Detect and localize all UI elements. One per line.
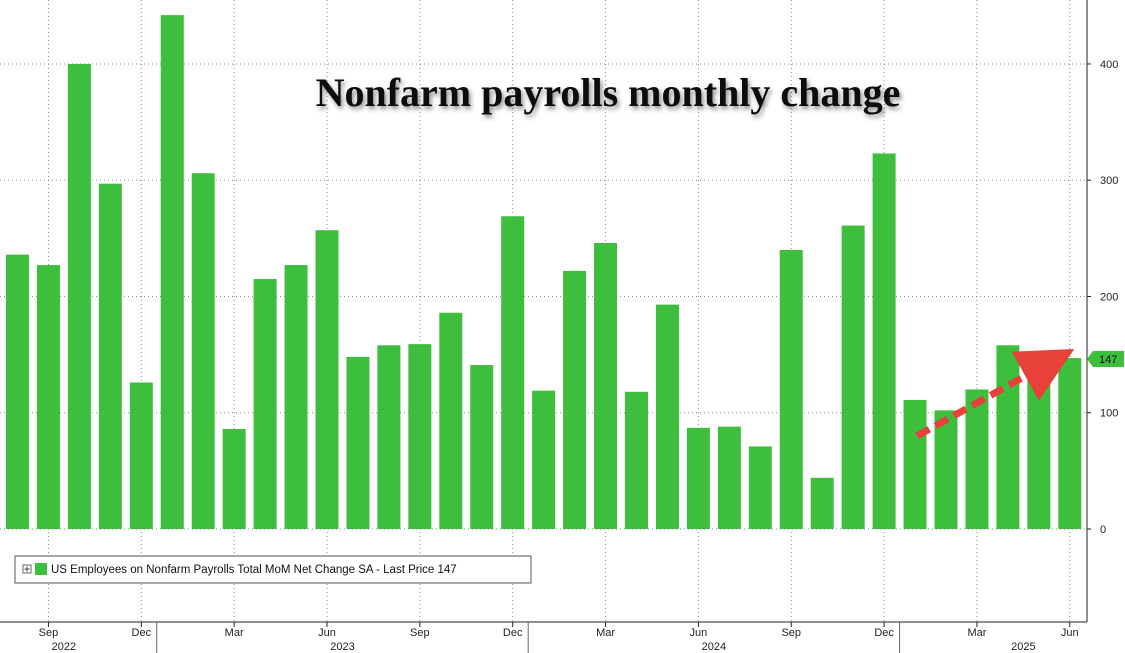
x-tick-label: Dec [874,627,894,639]
bar-2022-09 [36,265,60,529]
x-tick-label: Jun [318,627,336,639]
bar-2022-08 [6,254,29,529]
bar-2022-10 [67,63,91,529]
bar-2024-08 [748,446,772,529]
last-value-badge-shape [1087,351,1124,367]
bar-2023-08 [377,345,401,529]
last-value-label: 147 [1099,354,1117,366]
bar-2024-07 [717,426,741,529]
bar-2024-03 [594,242,618,529]
legend: US Employees on Nonfarm Payrolls Total M… [14,555,532,584]
bars [6,15,1082,529]
x-axis-ticks: Sep Dec Mar Jun Sep Dec Mar Jun Sep Dec Mar Jun 2022… [39,622,1079,653]
x-tick-label: Mar [596,627,615,639]
bar-2023-03 [222,429,246,529]
x-tick-label: Dec [503,627,523,639]
bar-2024-09 [779,249,803,529]
year-label: 2023 [330,641,354,653]
x-tick-label: Dec [132,627,152,639]
bar-2024-05 [655,304,679,529]
y-axis-ticks: 0 100 200 300 400 [1087,59,1118,536]
bar-2025-01 [903,399,927,529]
year-label: 2025 [1011,641,1035,653]
legend-label: US Employees on Nonfarm Payrolls Total M… [51,564,457,576]
bar-2023-07 [346,356,370,529]
x-tick-label: Jun [690,627,708,639]
x-tick-label: Mar [225,627,244,639]
x-tick-label: Mar [967,627,986,639]
bar-2023-05 [284,265,308,529]
bar-2023-01 [160,15,184,529]
x-tick-label: Sep [410,627,430,639]
bar-2023-10 [439,312,463,529]
bar-2025-06 [1058,358,1082,529]
year-label: 2022 [52,641,76,653]
y-tick-label: 0 [1100,524,1106,536]
bar-2023-11 [470,365,494,529]
bar-2025-05 [1027,361,1051,529]
bar-2024-01 [532,390,556,529]
bar-2023-06 [315,230,339,529]
bar-2022-11 [98,183,122,529]
bar-2024-11 [841,225,865,529]
bar-2024-06 [686,427,710,529]
x-tick-label: Sep [781,627,801,639]
bar-2024-10 [810,477,834,529]
bar-2024-02 [563,270,587,529]
year-label: 2024 [702,641,726,653]
legend-swatch [35,563,47,575]
y-tick-label: 300 [1100,175,1118,187]
bar-2023-04 [253,279,277,529]
bar-2023-09 [408,344,432,529]
chart-title: Nonfarm payrolls monthly change [316,70,901,115]
x-tick-label: Jun [1061,627,1079,639]
x-tick-label: Sep [39,627,59,639]
trend-arrow [915,349,1075,440]
bar-2025-02 [934,410,958,529]
bar-2024-12 [872,153,896,529]
y-tick-label: 400 [1100,59,1118,71]
legend-box [14,555,532,584]
axes [0,0,1088,623]
bar-2025-04 [996,345,1020,529]
bar-2023-12 [501,216,525,529]
bar-2023-02 [191,173,215,529]
bar-2025-03 [965,389,989,529]
y-tick-label: 100 [1100,408,1118,420]
last-value-badge: 147 [1087,351,1124,367]
bar-2024-04 [625,391,648,529]
y-tick-label: 200 [1100,291,1118,303]
bar-2022-12 [129,382,153,529]
